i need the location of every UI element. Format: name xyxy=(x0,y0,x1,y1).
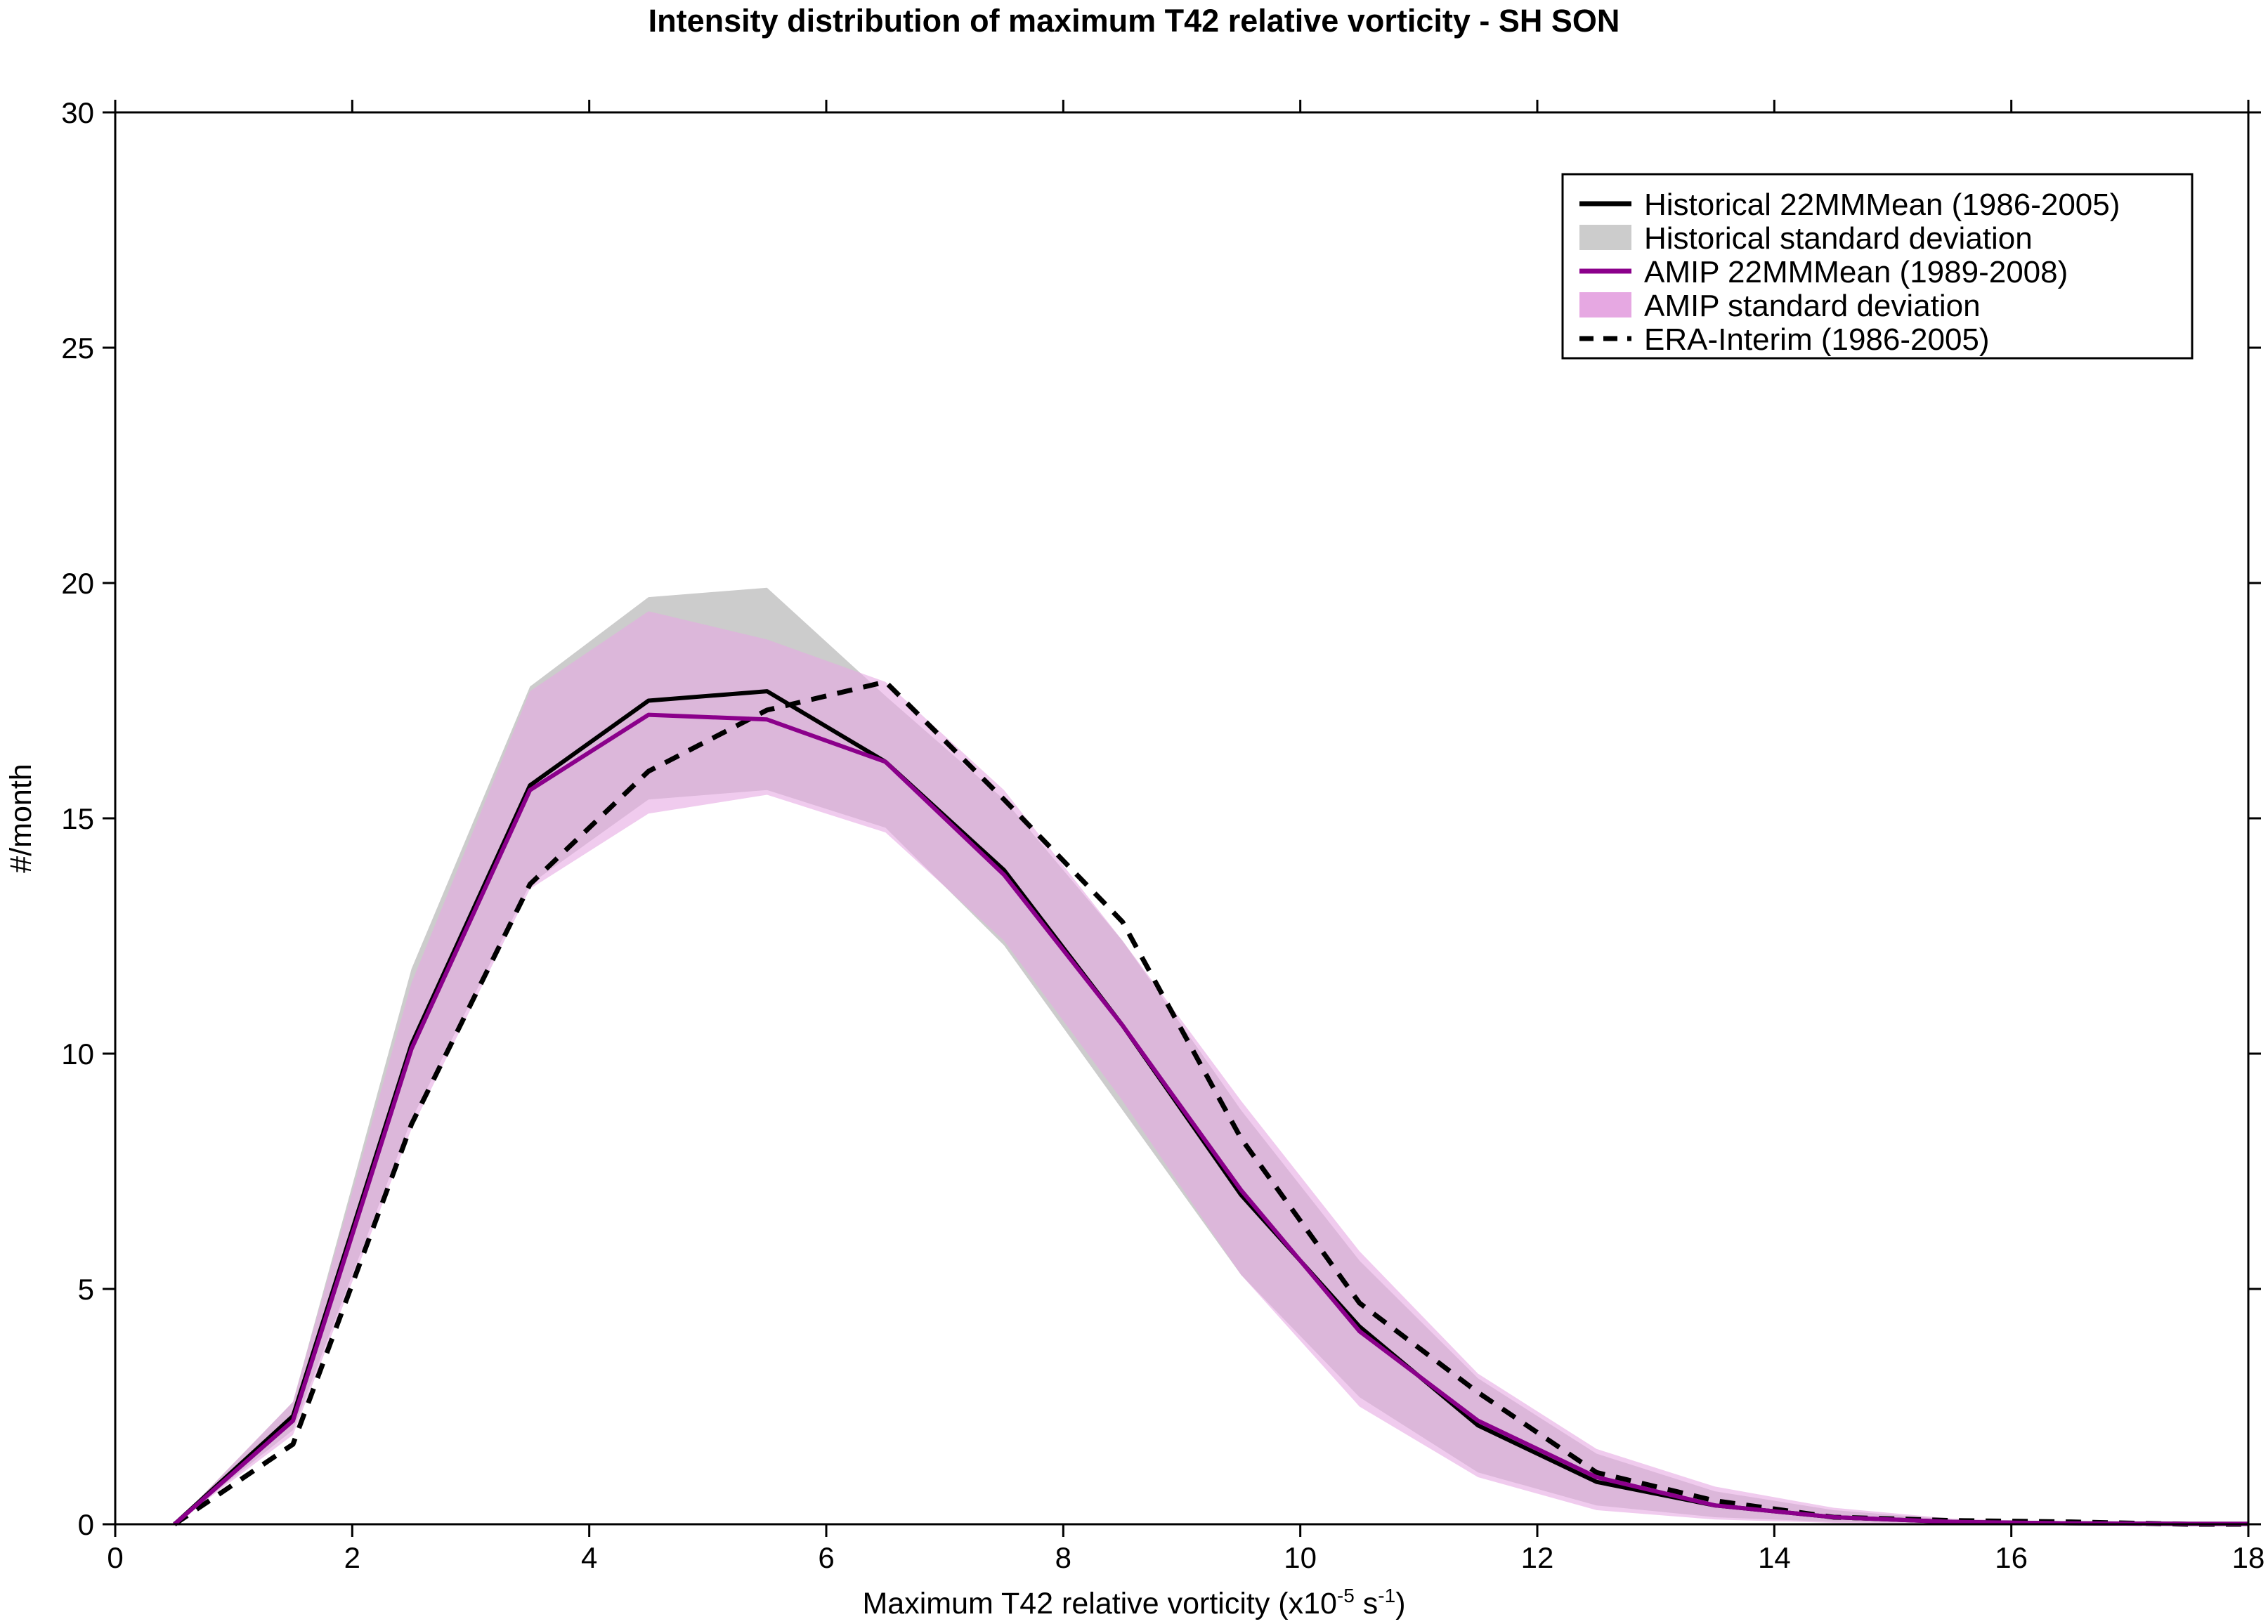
x-tick-label: 14 xyxy=(1758,1541,1791,1574)
legend-label: AMIP 22MMMean (1989-2008) xyxy=(1644,255,2068,289)
y-tick-labels: 0 5 10 15 20 25 30 xyxy=(61,96,94,1541)
x-tick-label: 6 xyxy=(818,1541,834,1574)
legend-label: Historical standard deviation xyxy=(1644,221,2033,256)
legend-swatch xyxy=(1579,225,1631,250)
legend-label: AMIP standard deviation xyxy=(1644,289,1981,323)
legend-box xyxy=(1561,173,2194,360)
legend-label: ERA-Interim (1986-2005) xyxy=(1644,322,1990,357)
y-tick-label: 0 xyxy=(78,1508,94,1541)
y-tick-label: 25 xyxy=(61,332,94,365)
x-axis-label-exp2: -1 xyxy=(1378,1585,1395,1606)
x-axis-label-end: ) xyxy=(1395,1587,1405,1620)
legend-label: Historical 22MMMean (1986-2005) xyxy=(1644,188,2120,222)
x-tick-label: 0 xyxy=(107,1541,123,1574)
std-bands xyxy=(174,587,2249,1525)
x-tick-label: 16 xyxy=(1995,1541,2028,1574)
y-tick-label: 15 xyxy=(61,802,94,835)
x-tick-labels: 0 2 4 6 8 10 12 14 16 18 xyxy=(107,1541,2264,1574)
x-tick-label: 18 xyxy=(2232,1541,2265,1574)
x-axis-label: Maximum T42 relative vorticity (x10-5 s-… xyxy=(862,1585,1405,1620)
x-axis-label-main: Maximum T42 relative vorticity (x10 xyxy=(862,1587,1336,1620)
x-axis-label-mid: s xyxy=(1355,1587,1378,1620)
y-tick-label: 20 xyxy=(61,567,94,600)
series-line-amip xyxy=(173,712,2248,1526)
band-historical-std xyxy=(174,587,2249,1525)
x-tick-label: 12 xyxy=(1521,1541,1554,1574)
x-tick-label: 10 xyxy=(1284,1541,1317,1574)
y-tick-label: 30 xyxy=(61,96,94,129)
x-tick-label: 2 xyxy=(344,1541,360,1574)
band-amip-std xyxy=(174,611,2249,1525)
chart-title: Intensity distribution of maximum T42 re… xyxy=(649,3,1620,39)
y-tick-label: 5 xyxy=(78,1273,94,1306)
x-tick-label: 4 xyxy=(581,1541,597,1574)
series-line-era-interim xyxy=(173,679,2248,1527)
y-axis-label: #/month xyxy=(4,764,38,872)
x-tick-label: 8 xyxy=(1055,1541,1071,1574)
y-tick-label: 10 xyxy=(61,1037,94,1070)
series-lines xyxy=(173,679,2248,1527)
legend-swatch xyxy=(1579,292,1631,317)
x-axis-label-exp1: -5 xyxy=(1337,1585,1355,1606)
legend: Historical 22MMMean (1986-2005)Historica… xyxy=(1561,173,2194,360)
axis-ticks xyxy=(103,100,2261,1537)
